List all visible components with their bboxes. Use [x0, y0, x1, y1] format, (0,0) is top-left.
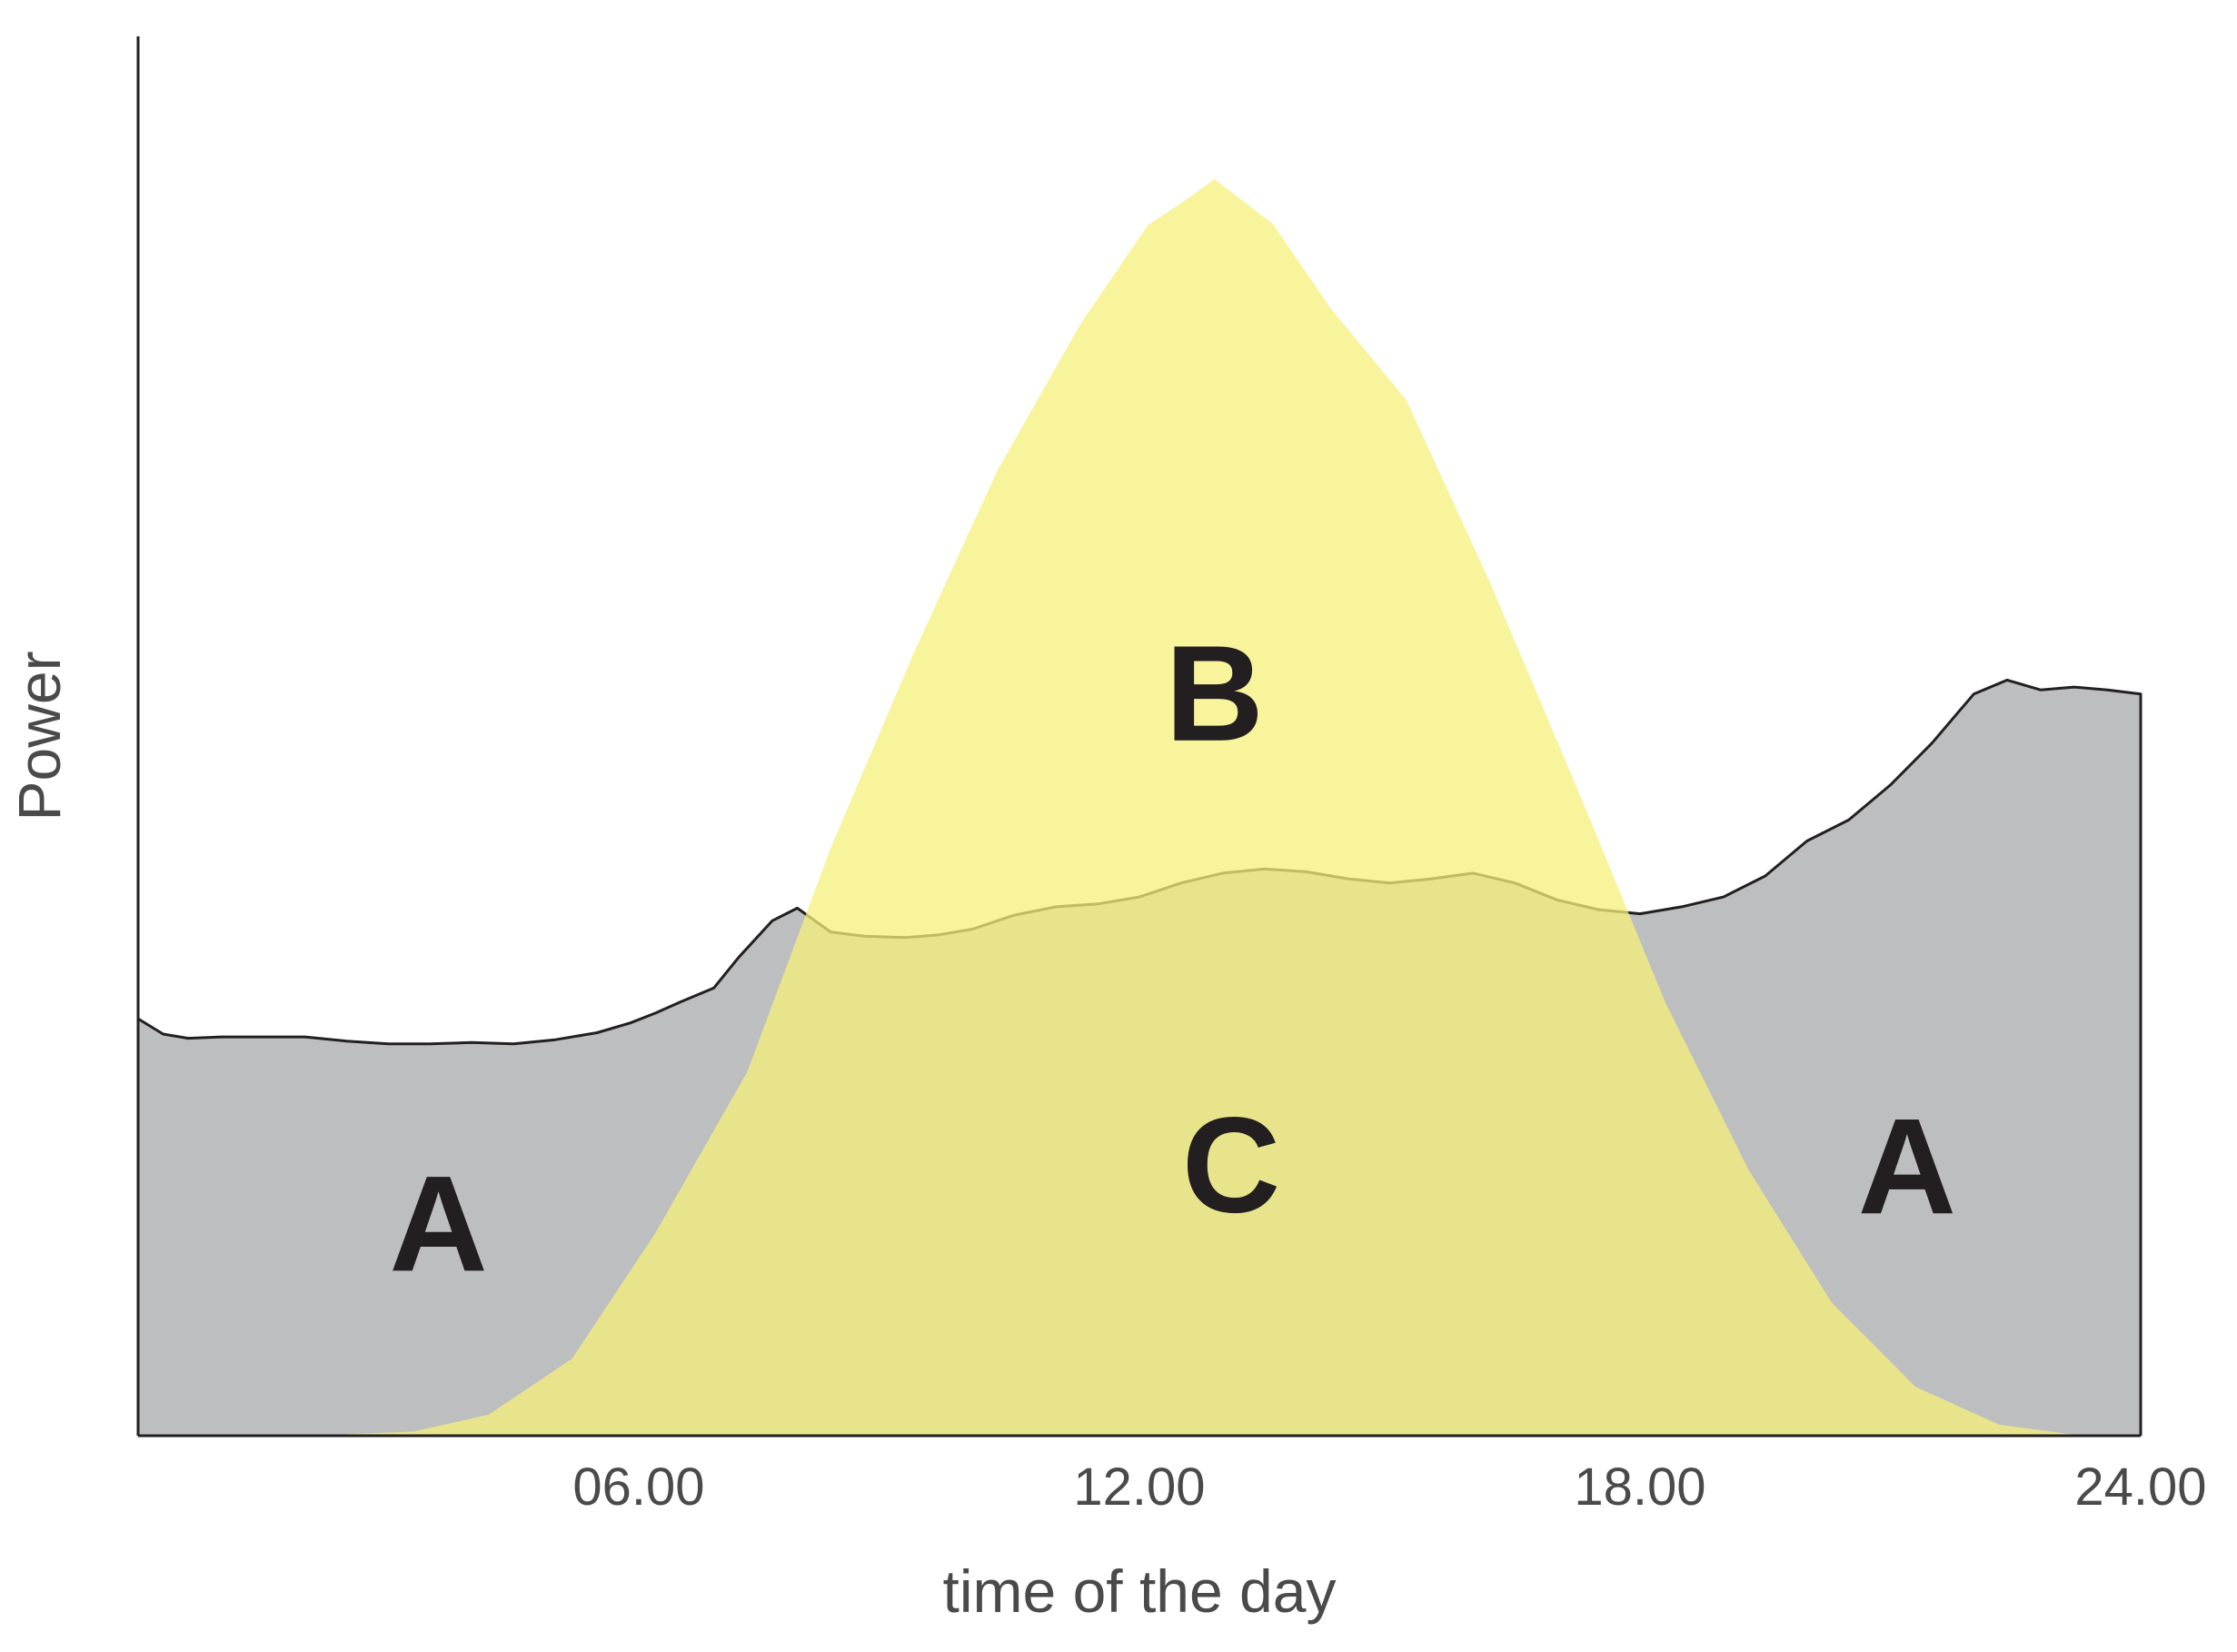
region-label-a: A	[389, 1147, 487, 1299]
x-tick-labels: 06.00 12.00 18.00 24.00	[572, 1458, 2206, 1517]
region-label-a: A	[1858, 1090, 1956, 1242]
x-axis-label: time of the day	[943, 1557, 1337, 1625]
x-tick-label: 06.00	[572, 1458, 704, 1517]
region-labels: A B C A	[389, 617, 1956, 1300]
region-label-c: C	[1182, 1089, 1280, 1241]
y-axis-label: Power	[5, 651, 73, 821]
x-tick-label: 18.00	[1574, 1458, 1705, 1517]
x-tick-label: 24.00	[2074, 1458, 2206, 1517]
series-2-area	[138, 179, 2141, 1437]
x-tick-label: 12.00	[1073, 1458, 1205, 1517]
region-label-b: B	[1165, 617, 1263, 770]
series-layer	[136, 179, 2143, 1437]
